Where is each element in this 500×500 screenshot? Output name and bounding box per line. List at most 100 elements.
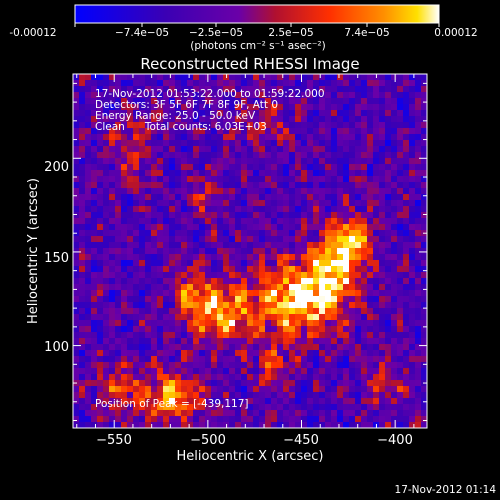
- heatmap-cell: [373, 92, 380, 99]
- heatmap-cell: [325, 302, 332, 309]
- heatmap-cell: [121, 416, 128, 423]
- heatmap-cell: [235, 302, 242, 309]
- heatmap-cell: [259, 218, 266, 225]
- heatmap-cell: [277, 128, 284, 135]
- heatmap-cell: [415, 122, 422, 129]
- heatmap-cell: [169, 356, 176, 363]
- heatmap-cell: [139, 320, 146, 327]
- heatmap-cell: [265, 80, 272, 87]
- heatmap-cell: [133, 344, 140, 351]
- heatmap-cell: [169, 158, 176, 165]
- heatmap-cell: [181, 242, 188, 249]
- heatmap-cell: [223, 152, 230, 159]
- heatmap-cell: [115, 308, 122, 315]
- heatmap-cell: [349, 140, 356, 147]
- heatmap-cell: [109, 314, 116, 321]
- heatmap-cell: [139, 110, 146, 117]
- heatmap-cell: [205, 188, 212, 195]
- heatmap-cell: [175, 278, 182, 285]
- heatmap-cell: [295, 176, 302, 183]
- heatmap-cell: [85, 254, 92, 261]
- heatmap-cell: [205, 164, 212, 171]
- heatmap-cell: [391, 332, 398, 339]
- heatmap-cell: [97, 416, 104, 423]
- heatmap-cell: [307, 242, 314, 249]
- heatmap-cell: [403, 140, 410, 147]
- heatmap-cell: [205, 170, 212, 177]
- heatmap-cell: [187, 74, 194, 81]
- heatmap-cell: [97, 242, 104, 249]
- heatmap-cell: [193, 266, 200, 273]
- heatmap-cell: [415, 182, 422, 189]
- heatmap-cell: [199, 86, 206, 93]
- heatmap-cell: [349, 410, 356, 417]
- heatmap-cell: [325, 362, 332, 369]
- heatmap-cell: [277, 230, 284, 237]
- heatmap-cell: [337, 200, 344, 207]
- heatmap-cell: [367, 422, 374, 429]
- heatmap-cell: [97, 422, 104, 429]
- heatmap-cell: [265, 278, 272, 285]
- heatmap-cell: [217, 248, 224, 255]
- heatmap-cell: [265, 344, 272, 351]
- heatmap-cell: [235, 188, 242, 195]
- heatmap-cell: [259, 380, 266, 387]
- heatmap-cell: [199, 98, 206, 105]
- heatmap-cell: [403, 104, 410, 111]
- heatmap-cell: [373, 392, 380, 399]
- colorbar-unit-label: (photons cm⁻² s⁻¹ asec⁻²): [190, 40, 325, 52]
- heatmap-cell: [139, 194, 146, 201]
- heatmap-cell: [163, 98, 170, 105]
- heatmap-cell: [115, 242, 122, 249]
- heatmap-cell: [205, 80, 212, 87]
- heatmap-cell: [283, 182, 290, 189]
- heatmap-cell: [163, 242, 170, 249]
- heatmap-cell: [85, 344, 92, 351]
- heatmap-cell: [247, 236, 254, 243]
- heatmap-cell: [415, 164, 422, 171]
- heatmap-cell: [325, 224, 332, 231]
- heatmap-cell: [127, 194, 134, 201]
- heatmap-cell: [121, 278, 128, 285]
- heatmap-cell: [379, 212, 386, 219]
- heatmap-cell: [85, 122, 92, 129]
- heatmap-cell: [121, 362, 128, 369]
- heatmap-cell: [205, 320, 212, 327]
- heatmap-cell: [307, 200, 314, 207]
- heatmap-cell: [85, 116, 92, 123]
- heatmap-cell: [265, 104, 272, 111]
- heatmap-cell: [175, 404, 182, 411]
- heatmap-cell: [409, 188, 416, 195]
- heatmap-cell: [403, 398, 410, 405]
- heatmap-cell: [373, 410, 380, 417]
- heatmap-cell: [133, 398, 140, 405]
- heatmap-cell: [421, 104, 428, 111]
- heatmap-cell: [253, 260, 260, 267]
- heatmap-cell: [301, 302, 308, 309]
- heatmap-cell: [121, 224, 128, 231]
- heatmap-cell: [331, 356, 338, 363]
- heatmap-cell: [175, 368, 182, 375]
- heatmap-cell: [385, 74, 392, 81]
- heatmap-cell: [421, 278, 428, 285]
- heatmap-cell: [319, 272, 326, 279]
- heatmap-cell: [253, 398, 260, 405]
- heatmap-cell: [343, 86, 350, 93]
- heatmap-cell: [187, 176, 194, 183]
- heatmap-cell: [385, 194, 392, 201]
- heatmap-cell: [343, 170, 350, 177]
- heatmap-cell: [271, 146, 278, 153]
- heatmap-cell: [139, 164, 146, 171]
- heatmap-cell: [289, 146, 296, 153]
- heatmap-cell: [319, 314, 326, 321]
- heatmap-cell: [133, 350, 140, 357]
- heatmap-cell: [169, 98, 176, 105]
- heatmap-cell: [199, 362, 206, 369]
- heatmap-cell: [241, 92, 248, 99]
- heatmap-cell: [397, 200, 404, 207]
- heatmap-cell: [361, 410, 368, 417]
- heatmap-cell: [241, 242, 248, 249]
- heatmap-cell: [277, 98, 284, 105]
- heatmap-cell: [325, 284, 332, 291]
- heatmap-cell: [157, 266, 164, 273]
